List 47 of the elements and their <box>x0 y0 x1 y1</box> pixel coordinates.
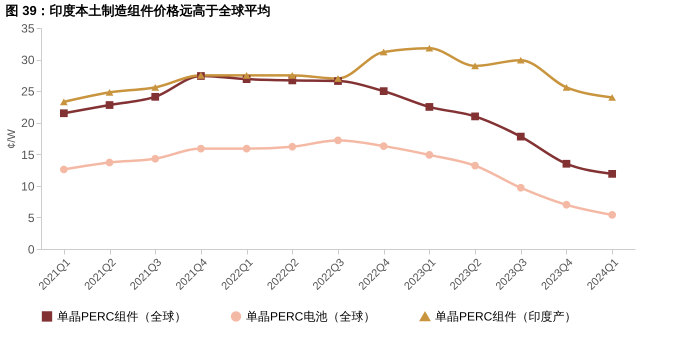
point <box>608 94 616 101</box>
point <box>471 62 479 70</box>
point <box>380 142 388 150</box>
point <box>151 92 160 101</box>
point <box>242 144 250 152</box>
point <box>562 160 570 168</box>
point <box>334 75 342 82</box>
point <box>334 136 342 144</box>
legend-label: 单晶PERC组件（全球） <box>57 309 186 324</box>
y-tick-label: 5 <box>28 210 35 225</box>
point <box>516 184 525 192</box>
y-tick-label: 25 <box>21 84 35 99</box>
point <box>562 84 570 91</box>
point <box>608 211 616 219</box>
point <box>426 151 434 159</box>
point <box>562 200 570 209</box>
point <box>197 144 205 152</box>
point <box>426 44 434 52</box>
point <box>516 132 525 140</box>
point <box>471 162 479 170</box>
point <box>380 48 388 56</box>
point <box>60 109 68 118</box>
y-tick-label: 20 <box>21 116 35 130</box>
point <box>106 101 114 109</box>
point <box>151 154 160 163</box>
point <box>106 158 114 166</box>
point <box>288 72 296 79</box>
y-axis-title: ¢/W <box>6 128 18 149</box>
y-tick-label: 35 <box>21 22 35 36</box>
point <box>151 84 160 91</box>
y-tick-label: 10 <box>21 179 35 194</box>
legend-label: 单晶PERC组件（印度产） <box>435 310 576 324</box>
point <box>426 103 434 111</box>
y-tick-label: 0 <box>28 242 35 256</box>
y-tick-label: 30 <box>21 53 35 68</box>
point <box>60 166 68 174</box>
point <box>471 112 479 120</box>
point <box>516 56 525 64</box>
y-tick-label: 15 <box>21 148 35 162</box>
chart-title: 图 39：印度本土制造组件价格远高于全球平均 <box>6 3 271 18</box>
point <box>288 142 296 151</box>
point <box>608 170 616 178</box>
point <box>242 72 250 79</box>
point <box>380 87 388 96</box>
point <box>60 98 68 106</box>
legend-label: 单晶PERC电池（全球） <box>246 309 376 324</box>
point <box>106 89 114 96</box>
